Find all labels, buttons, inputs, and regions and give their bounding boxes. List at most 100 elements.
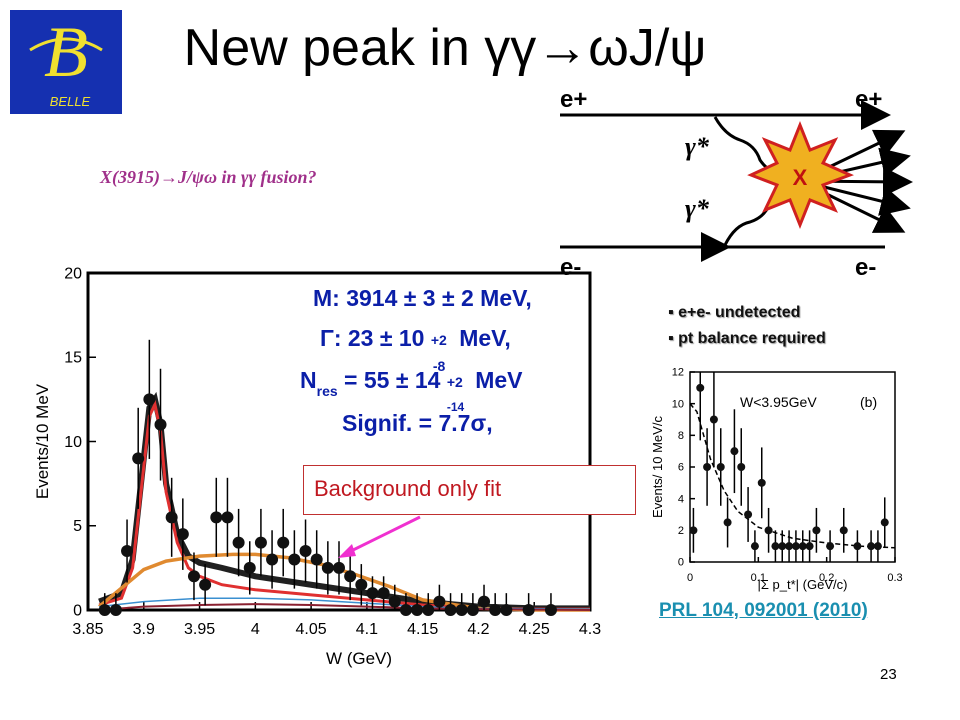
- x-burst: [747, 120, 854, 230]
- data-point: [210, 511, 223, 524]
- fit-mass: M: 3914 ± 3 ± 2 MeV,: [313, 285, 532, 311]
- data-point: [696, 383, 705, 392]
- data-point: [703, 463, 712, 471]
- data-point: [778, 542, 787, 551]
- data-point: [132, 452, 145, 465]
- x-tick-label: 0.1: [751, 572, 766, 584]
- data-point: [366, 587, 379, 600]
- data-point: [411, 604, 424, 616]
- data-point: [737, 463, 746, 471]
- data-point: [221, 511, 234, 524]
- series-line: [689, 403, 896, 549]
- y-tick-label: 0: [678, 557, 684, 569]
- y-tick-label: 8: [678, 430, 684, 442]
- y-tick-label: 20: [64, 265, 82, 282]
- data-point: [266, 553, 279, 566]
- inset-plot-svg: 0 0.1 0.2 0.3 0 2 4 6 8 10 12 |Σ p_t*| (GeV/c) Event…: [650, 367, 903, 592]
- data-point: [109, 604, 122, 616]
- data-point: [785, 542, 794, 551]
- data-point: [709, 415, 718, 424]
- fit-signif: Signif. = 7.7σ,: [342, 410, 493, 436]
- data-point: [478, 595, 491, 608]
- x-label: X: [793, 165, 808, 190]
- page-number: 23: [880, 666, 897, 683]
- main-plot: 3.85 3.9 3.95 4 4.05 4.1 4.15 4.2 4.25 4.3 0 5 10 15 2…: [30, 255, 610, 700]
- data-point: [805, 542, 814, 551]
- slide-subtitle: X(3915)→J/ψω in γγ fusion?: [100, 167, 317, 187]
- data-point: [750, 542, 759, 551]
- data-point: [757, 478, 766, 487]
- x-tick-label: 3.9: [133, 621, 155, 638]
- belle-logo: B BELLE: [10, 10, 122, 114]
- data-point: [826, 542, 835, 551]
- main-plot-svg: 3.85 3.9 3.95 4 4.05 4.1 4.15 4.2 4.25 4.3 0 5 10 15 2…: [33, 265, 601, 668]
- magenta-arrow: [330, 512, 430, 567]
- fit-nres-unit: MeV: [475, 367, 523, 393]
- data-point: [355, 578, 368, 591]
- bullet-item: ▪ pt balance required: [668, 330, 826, 347]
- x-tick-label: 4.3: [579, 621, 601, 638]
- label-e-plus-out: e+: [855, 86, 882, 113]
- x-tick-label: 0.3: [887, 572, 902, 584]
- logo-b-glyph: B: [44, 12, 88, 92]
- data-point: [377, 587, 390, 600]
- data-point: [723, 518, 732, 527]
- data-point: [867, 542, 876, 551]
- y-tick-label: 12: [672, 367, 684, 379]
- data-point: [716, 463, 725, 471]
- data-point: [121, 545, 134, 558]
- fit-nres-label: N: [300, 367, 317, 393]
- inset-annotation-w: W<3.95GeV: [740, 394, 817, 410]
- x-axis-label: W (GeV): [326, 649, 392, 668]
- fit-nres-value: = 55 ± 14: [344, 367, 441, 393]
- data-point: [243, 561, 256, 574]
- data-point: [299, 545, 312, 558]
- data-point: [798, 542, 807, 551]
- data-point: [791, 542, 800, 551]
- data-point: [812, 526, 821, 535]
- data-point: [764, 526, 773, 535]
- data-point: [232, 536, 245, 549]
- inset-annotation-b: (b): [860, 394, 877, 410]
- data-point: [500, 604, 513, 616]
- y-tick-label: 10: [64, 434, 82, 451]
- series-line: [98, 399, 590, 611]
- data-point: [730, 447, 739, 456]
- label-gamma-bottom: γ*: [685, 194, 710, 223]
- bullet-list: ▪ e+e- undetected ▪ pt balance required: [668, 304, 826, 356]
- data-point: [455, 604, 468, 616]
- reference-link[interactable]: PRL 104, 092001 (2010): [659, 600, 868, 621]
- background-fit-box: Background only fit: [303, 465, 636, 515]
- data-point: [187, 570, 200, 583]
- data-point: [277, 536, 290, 549]
- x-tick-label: 4.2: [467, 621, 489, 638]
- data-point: [771, 542, 780, 551]
- data-point: [310, 553, 323, 566]
- data-point: [176, 528, 189, 541]
- y-tick-label: 10: [672, 398, 684, 410]
- inset-plot: 0 0.1 0.2 0.3 0 2 4 6 8 10 12 |Σ p_t*| (GeV/c) Event…: [640, 362, 910, 602]
- x-tick-label: 3.85: [72, 621, 103, 638]
- y-tick-label: 6: [678, 462, 684, 474]
- data-point: [154, 418, 167, 431]
- data-point: [744, 510, 753, 519]
- data-point: [288, 553, 301, 566]
- x-tick-label: 4: [251, 621, 260, 638]
- data-point: [143, 393, 156, 406]
- y-axis-label: Events/10 MeV: [33, 383, 52, 499]
- fit-width-sub: -8: [432, 358, 446, 374]
- y-tick-label: 0: [73, 602, 82, 619]
- fit-nres-sup: +2: [446, 374, 463, 390]
- x-tick-label: 0.2: [819, 572, 834, 584]
- fit-nres-sub: -14: [446, 400, 465, 414]
- y-tick-label: 15: [64, 350, 82, 367]
- data-point: [199, 578, 212, 591]
- x-tick-label: 4.25: [519, 621, 550, 638]
- x-tick-label: 3.95: [184, 621, 215, 638]
- fit-width-label: Γ: 23 ± 10: [320, 325, 425, 351]
- label-gamma-top: γ*: [685, 132, 710, 161]
- fit-width: Γ: 23 ± 10 +2 -8 MeV,: [320, 325, 511, 374]
- data-point: [489, 604, 502, 616]
- logo-text: BELLE: [50, 94, 91, 109]
- bullet-item: ▪ e+e- undetected: [668, 304, 801, 321]
